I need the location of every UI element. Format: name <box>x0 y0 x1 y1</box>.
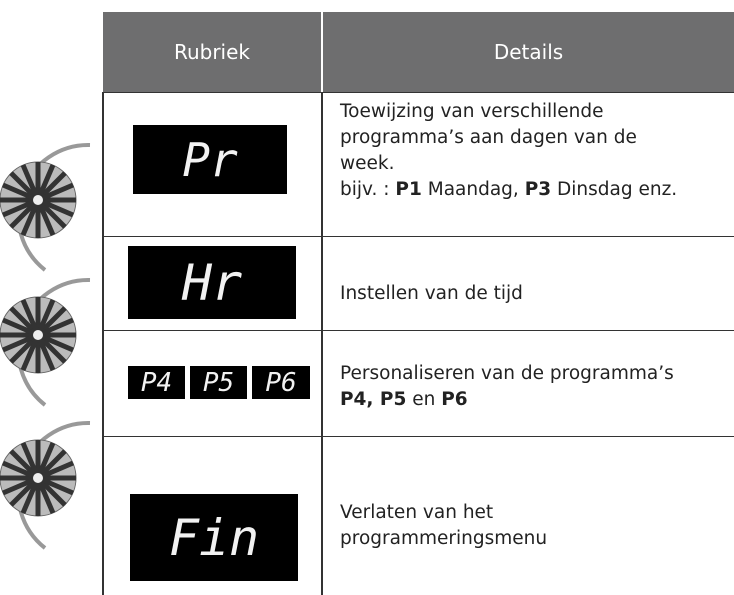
bold-text: P4, P5 <box>340 389 407 410</box>
text-line: Toewijzing van verschillende <box>340 99 677 125</box>
text: programmeringsmenu <box>340 528 548 549</box>
text: Instellen van de tijd <box>340 283 523 304</box>
table-row: Pr Toewijzing van verschillende programma’… <box>103 92 734 237</box>
text: bijv. : <box>340 179 396 200</box>
table-border <box>102 92 104 595</box>
text: programma’s aan dagen van de <box>340 127 637 148</box>
table-row: Fin Verlaten van het programmeringsmenu <box>103 436 734 595</box>
text-line: programma’s aan dagen van de <box>340 125 677 151</box>
text-line: bijv. : P1 Maandag, P3 Dinsdag enz. <box>340 177 677 203</box>
text: week. <box>340 153 395 174</box>
bold-text: P1 <box>395 179 422 200</box>
text-line: programmeringsmenu <box>340 526 547 552</box>
details-text: Instellen van de tijd <box>340 281 523 307</box>
text-line: P4, P5 en P6 <box>340 387 674 413</box>
details-text: Personaliseren van de programma’s P4, P5 … <box>340 361 674 413</box>
lcd-display: P4 <box>128 366 185 399</box>
bold-text: P3 <box>524 179 552 200</box>
text: en <box>406 389 442 410</box>
text-line: Personaliseren van de programma’s <box>340 361 674 387</box>
knob <box>0 280 90 405</box>
lcd-display: P5 <box>190 366 247 399</box>
bold-text: P6 <box>441 389 468 410</box>
details-text: Toewijzing van verschillende programma’s … <box>340 99 677 203</box>
knob <box>0 423 90 548</box>
lcd-display: Hr <box>128 246 296 319</box>
text: Maandag, <box>421 179 525 200</box>
text: Toewijzing van verschillende <box>340 101 604 122</box>
text: Dinsdag enz. <box>551 179 678 200</box>
table-row: P4 P5 P6 Personaliseren van de programma’s P… <box>103 330 734 437</box>
text-line: Verlaten van het <box>340 500 547 526</box>
lcd-display: Pr <box>133 125 287 194</box>
text-line: Instellen van de tijd <box>340 281 523 307</box>
header-cell: Details <box>323 12 734 92</box>
details-text: Verlaten van het programmeringsmenu <box>340 500 547 552</box>
lcd-display: P6 <box>252 366 310 399</box>
knob <box>0 145 90 270</box>
table-row: Hr Instellen van de tijd <box>103 236 734 331</box>
text: Verlaten van het <box>340 502 494 523</box>
column-divider <box>321 92 323 595</box>
lcd-display: Fin <box>130 494 298 581</box>
text: Personaliseren van de programma’s <box>340 363 674 384</box>
text-line: week. <box>340 151 677 177</box>
header-cell: Rubriek <box>103 12 321 92</box>
knobs <box>0 0 110 595</box>
